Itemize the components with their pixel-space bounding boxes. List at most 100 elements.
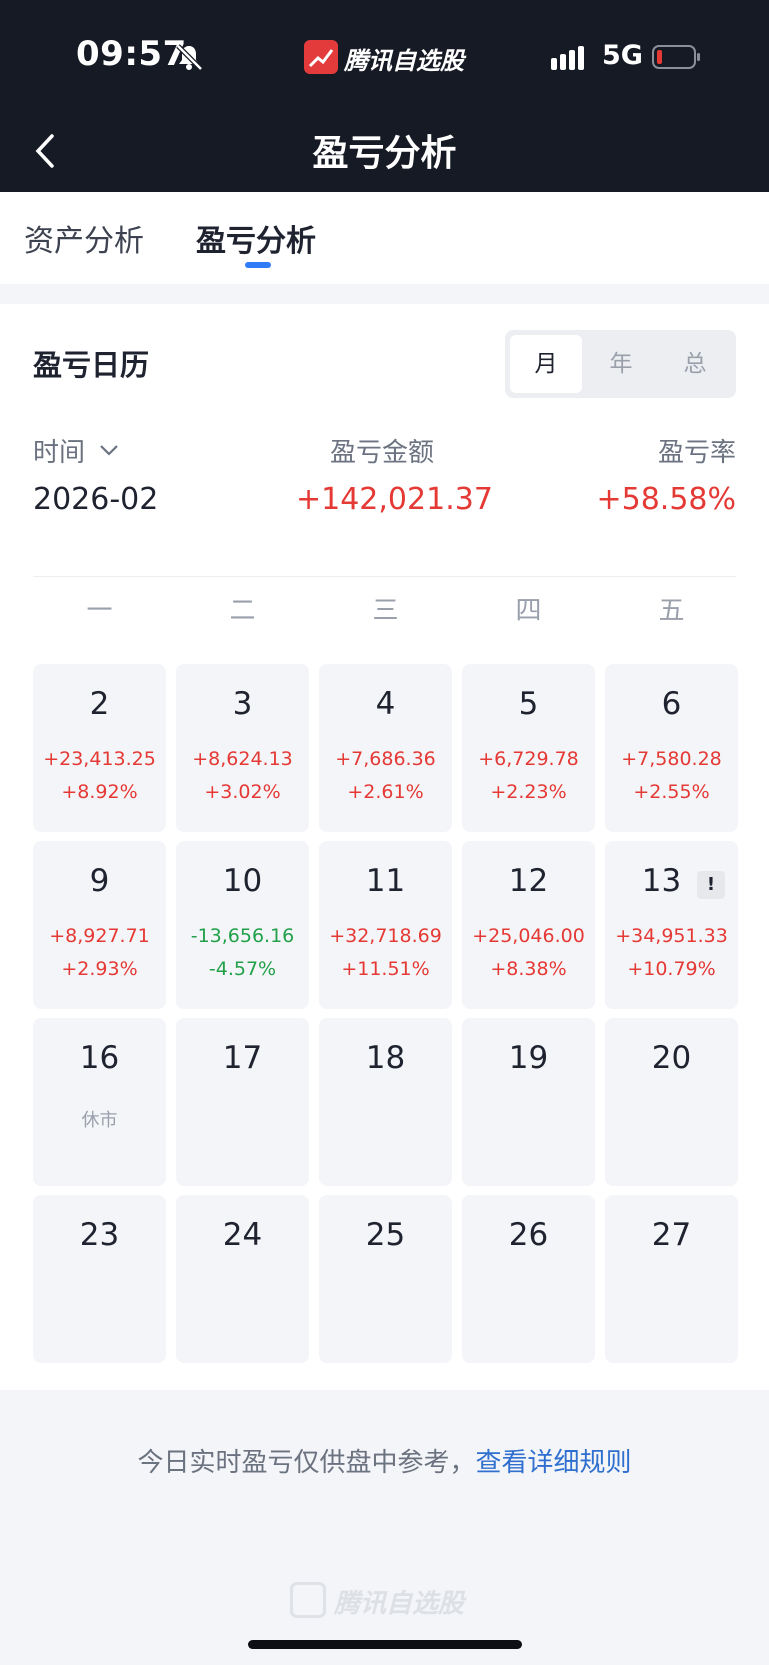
day-number: 23 — [79, 1217, 120, 1253]
day-pnl-rate: -4.57% — [208, 958, 277, 980]
weekday-label: 四 — [515, 596, 542, 626]
day-pnl-amount: +8,624.13 — [192, 748, 293, 770]
period-year-button[interactable]: 年 — [609, 351, 633, 377]
alert-badge[interactable]: ! — [697, 871, 725, 899]
calendar-day-cell[interactable]: 27 — [605, 1195, 738, 1363]
analysis-tabs: 资产分析 盈亏分析 — [0, 192, 769, 284]
day-number: 26 — [508, 1217, 549, 1253]
period-total-button[interactable]: 总 — [683, 351, 707, 377]
day-pnl-rate: +2.23% — [490, 781, 567, 803]
calendar-day-cell[interactable]: 13! +34,951.33 +10.79% — [605, 841, 738, 1009]
day-number: 5 — [518, 686, 539, 722]
signal-icon — [551, 46, 584, 70]
day-number: 3 — [232, 686, 253, 722]
day-number: 12 — [508, 863, 549, 899]
watermark-text: 腾讯自选股 — [334, 1589, 465, 1619]
day-pnl-amount: +8,927.71 — [49, 925, 150, 947]
period-month-button[interactable]: 月 — [510, 335, 582, 393]
tab-pnl-analysis[interactable]: 盈亏分析 — [196, 224, 316, 259]
day-number: 13 — [641, 863, 682, 899]
calendar-day-cell[interactable]: 11 +32,718.69 +11.51% — [319, 841, 452, 1009]
calendar-day-cell[interactable]: 4 +7,686.36 +2.61% — [319, 664, 452, 832]
day-pnl-rate: +11.51% — [341, 958, 430, 980]
page-title: 盈亏分析 — [312, 133, 457, 174]
day-number: 17 — [222, 1040, 263, 1076]
watermark: 腾讯自选股 — [290, 1580, 480, 1620]
day-pnl-rate: +2.93% — [61, 958, 138, 980]
total-pnl-rate: +58.58% — [596, 482, 736, 517]
footer-note-text: 今日实时盈亏仅供盘中参考， — [137, 1448, 476, 1478]
day-number: 18 — [365, 1040, 406, 1076]
calendar-day-cell[interactable]: 17 — [176, 1018, 309, 1186]
total-pnl-amount: +142,021.37 — [296, 482, 493, 517]
day-pnl-rate: +10.79% — [627, 958, 716, 980]
calendar-day-cell[interactable]: 3 +8,624.13 +3.02% — [176, 664, 309, 832]
day-pnl-amount: +7,686.36 — [335, 748, 436, 770]
day-pnl-amount: +34,951.33 — [615, 925, 728, 947]
footer-note: 今日实时盈亏仅供盘中参考，查看详细规则 — [0, 1442, 769, 1479]
calendar-day-cell[interactable]: 5 +6,729.78 +2.23% — [462, 664, 595, 832]
watermark-logo-icon — [290, 1582, 326, 1618]
pnl-calendar-card: 盈亏日历 月 年 总 时间 盈亏金额 盈亏率 2026-02 +142,021.… — [0, 304, 769, 1390]
day-pnl-rate: +2.55% — [633, 781, 710, 803]
calendar-day-cell[interactable]: 6 +7,580.28 +2.55% — [605, 664, 738, 832]
day-pnl-amount: +25,046.00 — [472, 925, 585, 947]
app-name: 腾讯自选股 — [344, 47, 464, 75]
calendar-day-cell[interactable]: 12 +25,046.00 +8.38% — [462, 841, 595, 1009]
period-switch: 月 年 总 — [505, 330, 736, 398]
day-number: 20 — [651, 1040, 692, 1076]
network-label: 5G — [602, 40, 643, 71]
day-number: 24 — [222, 1217, 263, 1253]
day-pnl-rate: +8.92% — [61, 781, 138, 803]
weekday-label: 三 — [372, 596, 399, 626]
calendar-day-cell[interactable]: 9 +8,927.71 +2.93% — [33, 841, 166, 1009]
day-pnl-amount: +23,413.25 — [43, 748, 156, 770]
calendar-day-cell[interactable]: 19 — [462, 1018, 595, 1186]
calendar-day-cell[interactable]: 26 — [462, 1195, 595, 1363]
calendar-day-cell[interactable]: 16 休市 — [33, 1018, 166, 1186]
calendar-day-cell[interactable]: 24 — [176, 1195, 309, 1363]
day-number: 4 — [375, 686, 396, 722]
rate-label: 盈亏率 — [657, 438, 736, 468]
battery-icon — [652, 45, 700, 69]
day-number: 25 — [365, 1217, 406, 1253]
calendar-day-cell[interactable]: 2 +23,413.25 +8.92% — [33, 664, 166, 832]
day-number: 2 — [89, 686, 110, 722]
divider — [33, 576, 736, 577]
day-pnl-amount: +32,718.69 — [329, 925, 442, 947]
day-number: 9 — [89, 863, 110, 899]
back-button[interactable] — [28, 128, 64, 174]
amount-label: 盈亏金额 — [330, 438, 435, 468]
chevron-down-icon[interactable] — [98, 442, 120, 458]
calendar-day-cell[interactable]: 18 — [319, 1018, 452, 1186]
weekday-label: 一 — [86, 596, 113, 626]
market-closed-note: 休市 — [81, 1110, 118, 1131]
section-title: 盈亏日历 — [33, 348, 150, 382]
day-number: 10 — [222, 863, 263, 899]
day-pnl-amount: +7,580.28 — [621, 748, 722, 770]
day-pnl-amount: -13,656.16 — [190, 925, 295, 947]
calendar-day-cell[interactable]: 25 — [319, 1195, 452, 1363]
app-header: 09:57 腾讯自选股 5G 盈亏分析 — [0, 0, 769, 192]
time-selector-label[interactable]: 时间 — [33, 438, 86, 468]
bell-muted-icon — [176, 44, 203, 71]
weekday-label: 五 — [658, 596, 685, 626]
view-rules-link[interactable]: 查看详细规则 — [475, 1448, 632, 1478]
day-number: 6 — [661, 686, 682, 722]
weekday-label: 二 — [229, 596, 256, 626]
calendar-day-cell[interactable]: 20 — [605, 1018, 738, 1186]
calendar-day-cell[interactable]: 10 -13,656.16 -4.57% — [176, 841, 309, 1009]
status-time: 09:57 — [76, 34, 187, 74]
active-tab-indicator — [245, 262, 271, 268]
day-pnl-amount: +6,729.78 — [478, 748, 579, 770]
selected-month: 2026-02 — [33, 482, 159, 517]
day-pnl-rate: +8.38% — [490, 958, 567, 980]
tab-asset-analysis[interactable]: 资产分析 — [24, 224, 144, 259]
app-logo-icon — [304, 40, 338, 74]
day-number: 16 — [79, 1040, 120, 1076]
day-number: 11 — [365, 863, 406, 899]
home-indicator[interactable] — [248, 1640, 522, 1649]
calendar-day-cell[interactable]: 23 — [33, 1195, 166, 1363]
day-pnl-rate: +3.02% — [204, 781, 281, 803]
day-number: 27 — [651, 1217, 692, 1253]
